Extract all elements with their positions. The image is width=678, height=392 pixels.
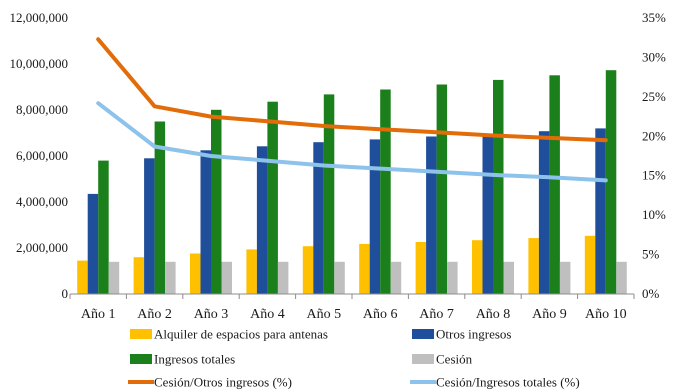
legend-label: Cesión/Ingresos totales (%): [436, 375, 580, 390]
left-tick-label: 4,000,000: [16, 194, 68, 209]
bar: [616, 261, 627, 294]
bar: [165, 261, 176, 294]
bar: [584, 235, 596, 294]
bar: [77, 260, 88, 294]
category-label: Año 8: [476, 307, 511, 322]
bar: [369, 139, 381, 294]
bar: [302, 246, 314, 294]
series-line: [96, 37, 608, 143]
bar: [211, 109, 222, 294]
bar: [559, 261, 571, 294]
bar: [605, 70, 617, 294]
legend: Alquiler de espacios para antenas Otros i…: [128, 327, 580, 390]
category-label: Año 3: [194, 307, 229, 322]
bar: [595, 128, 606, 294]
right-axis: 0% 5% 10% 15% 20% 25% 30% 35%: [642, 10, 666, 301]
bar: [472, 240, 483, 294]
line-series: [96, 37, 608, 183]
right-tick-label: 10%: [642, 207, 666, 222]
bar: [538, 131, 550, 294]
bar: [493, 79, 504, 295]
bar: [313, 142, 324, 294]
bar-series: [77, 70, 627, 295]
legend-swatch: [412, 329, 434, 339]
legend-label: Otros ingresos: [436, 327, 511, 342]
category-label: Año 7: [419, 307, 454, 322]
bar: [277, 261, 289, 294]
left-tick-label: 6,000,000: [16, 148, 68, 163]
bar: [144, 158, 155, 294]
left-tick-label: 2,000,000: [16, 240, 68, 255]
bar: [98, 160, 109, 294]
bar: [133, 257, 145, 294]
category-axis: Año 1 Año 2 Año 3 Año 4 Año 5 Año 6 Año 7 Año 8…: [69, 294, 635, 322]
bar: [221, 261, 232, 294]
bar: [482, 133, 493, 294]
bar: [87, 193, 99, 294]
bar: [154, 121, 166, 294]
bar: [528, 238, 539, 294]
category-label: Año 9: [532, 307, 567, 322]
bar: [426, 136, 437, 294]
left-tick-label: 0: [62, 286, 69, 301]
category-label: Año 10: [585, 307, 627, 322]
category-label: Año 1: [81, 307, 116, 322]
legend-label: Cesión/Otros ingresos (%): [154, 375, 292, 390]
right-tick-label: 5%: [642, 247, 660, 262]
left-tick-label: 12,000,000: [10, 10, 69, 25]
right-tick-label: 35%: [642, 10, 666, 25]
left-tick-label: 10,000,000: [10, 56, 69, 71]
category-label: Año 5: [306, 307, 341, 322]
bar: [200, 150, 211, 295]
legend-label: Cesión: [436, 352, 473, 367]
bar: [380, 89, 391, 294]
legend-swatch: [130, 354, 152, 364]
bar: [334, 261, 345, 294]
bar: [359, 243, 370, 294]
right-tick-label: 30%: [642, 49, 666, 64]
category-label: Año 4: [250, 307, 285, 322]
bar: [246, 249, 257, 294]
legend-label: Alquiler de espacios para antenas: [154, 327, 328, 342]
right-tick-label: 20%: [642, 128, 666, 143]
bar: [267, 101, 278, 294]
bar: [323, 94, 335, 295]
bar: [390, 261, 402, 294]
left-axis: 0 2,000,000 4,000,000 6,000,000 8,000,000 10,…: [10, 10, 69, 301]
right-tick-label: 0%: [642, 286, 660, 301]
bar: [436, 84, 448, 294]
left-tick-label: 8,000,000: [16, 102, 68, 117]
legend-swatch: [130, 329, 152, 339]
bar: [549, 75, 560, 294]
category-label: Año 6: [363, 307, 398, 322]
right-tick-label: 25%: [642, 89, 666, 104]
bar: [190, 253, 201, 294]
bar: [415, 242, 427, 294]
category-label: Año 2: [137, 307, 172, 322]
bar: [256, 146, 268, 294]
series-line: [96, 101, 608, 183]
bar: [108, 261, 120, 294]
bar: [447, 261, 458, 294]
bar: [503, 261, 514, 294]
legend-label: Ingresos totales: [154, 352, 235, 367]
right-tick-label: 15%: [642, 168, 666, 183]
legend-swatch: [412, 354, 434, 364]
